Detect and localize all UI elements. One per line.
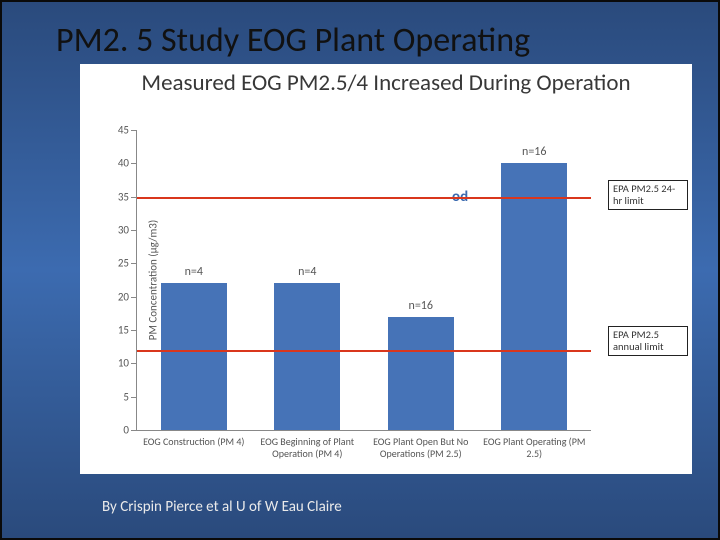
bar-n-label: n=4 [185,265,203,283]
y-tick [131,363,137,364]
bar-n-label: n=4 [298,265,316,283]
y-tick-label: 30 [89,224,129,237]
y-axis-label: PM Concentration (µg/m3) [147,220,160,340]
slide-title: PM2. 5 Study EOG Plant Operating [56,20,530,61]
plot-region: PM Concentration (µg/m3) 051015202530354… [136,130,591,431]
bar [161,283,227,430]
bar [388,317,454,430]
y-tick [131,297,137,298]
chart-area: Measured EOG PM2.5/4 Increased During Op… [80,64,692,474]
y-tick-label: 20 [89,290,129,303]
bar-n-label: n=16 [522,145,546,163]
y-tick [131,430,137,431]
chart-title: Measured EOG PM2.5/4 Increased During Op… [80,64,692,96]
y-tick-label: 40 [89,157,129,170]
y-tick-label: 45 [89,124,129,137]
y-tick-label: 15 [89,324,129,337]
y-tick-label: 10 [89,357,129,370]
ref-line-24hr [137,197,591,199]
y-tick [131,230,137,231]
attribution-text: By Crispin Pierce et al U of W Eau Clair… [102,498,342,516]
slide: PM2. 5 Study EOG Plant Operating Measure… [0,0,720,540]
y-tick [131,130,137,131]
y-tick-label: 35 [89,190,129,203]
x-category-label: EOG Plant Operating (PM 2.5) [480,430,588,459]
bar [274,283,340,430]
x-category-label: EOG Plant Open But No Operations (PM 2.5… [367,430,475,459]
ref-line-annual [137,350,591,352]
bar [501,163,567,430]
y-tick [131,330,137,331]
bar-n-label: n=16 [409,299,433,317]
x-category-label: EOG Construction (PM 4) [140,430,248,448]
y-tick-label: 25 [89,257,129,270]
x-category-label: EOG Beginning of Plant Operation (PM 4) [253,430,361,459]
y-tick [131,397,137,398]
y-tick [131,263,137,264]
ref-label-24hr: EPA PM2.5 24-hr limit [608,180,688,210]
y-tick-label: 0 [89,424,129,437]
y-tick-label: 5 [89,390,129,403]
y-tick [131,163,137,164]
ref-label-annual: EPA PM2.5 annual limit [608,326,688,356]
